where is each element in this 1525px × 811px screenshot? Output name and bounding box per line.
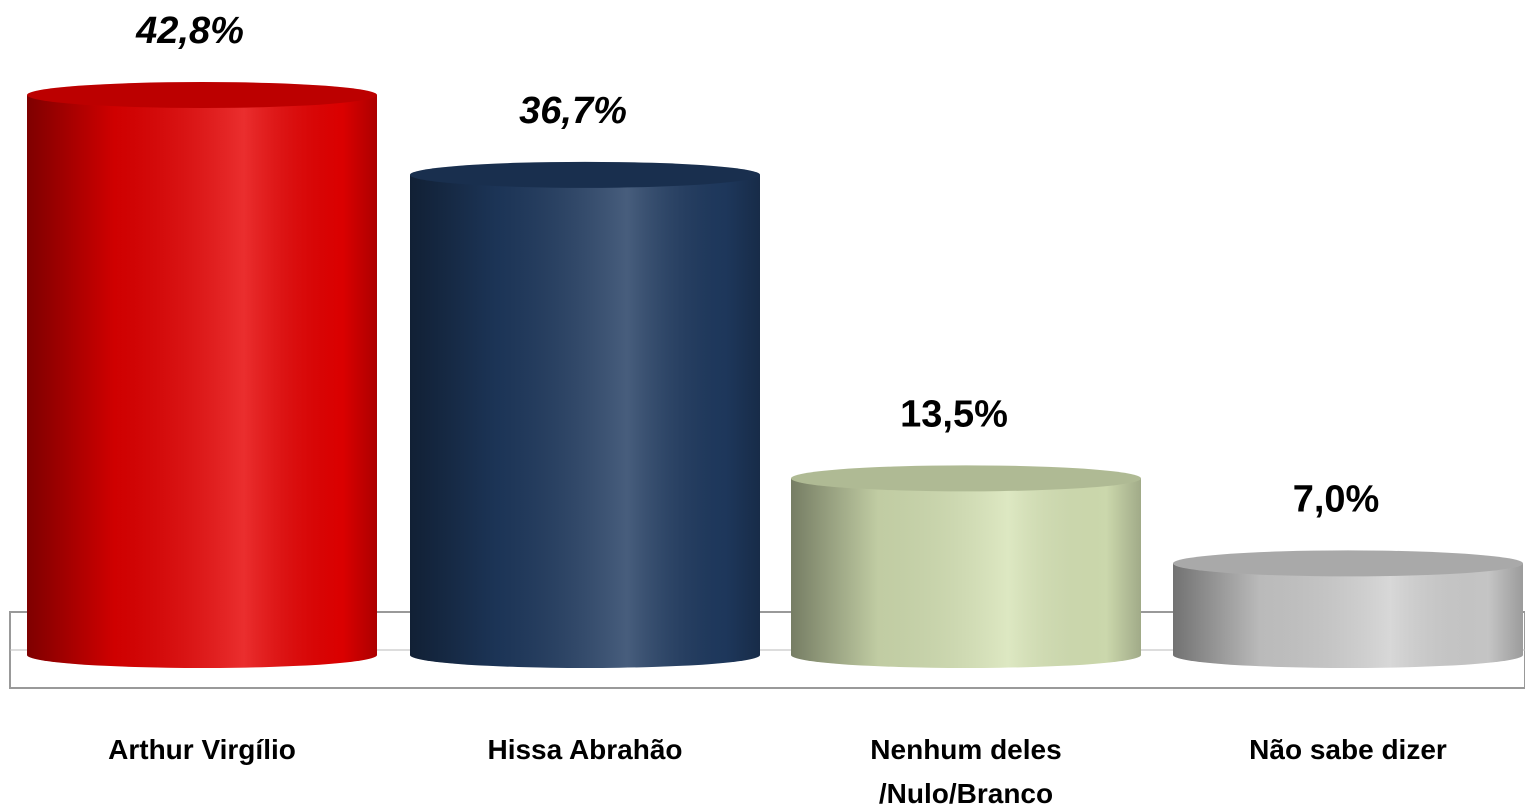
cylinder (1173, 550, 1523, 668)
cylinder-top-shade (791, 465, 1141, 492)
value-label: 42,8% (135, 10, 244, 52)
cylinder-shade (1173, 563, 1523, 655)
x-tick-label: Não sabe dizer (1249, 734, 1447, 765)
cylinder-top-shade (410, 161, 760, 188)
value-label: 36,7% (519, 90, 627, 132)
cylinder (791, 465, 1141, 668)
cylinder-top-shade (1173, 550, 1523, 577)
x-tick-label: Hissa Abrahão (487, 734, 683, 765)
cylinder-shade (410, 174, 760, 655)
cylinder-shade (791, 478, 1141, 655)
cylinder-top (27, 82, 377, 108)
cylinder (410, 161, 760, 668)
cylinder-shade (27, 95, 377, 655)
cylinder (27, 82, 377, 668)
cylinder-top (1173, 550, 1523, 577)
cylinder-top (410, 161, 760, 188)
value-label: 7,0% (1293, 478, 1380, 520)
cylinder-top-shade (27, 82, 377, 108)
x-tick-label: Nenhum deles /Nulo/Branco (870, 734, 1062, 809)
cylinder-top (791, 465, 1141, 492)
value-label: 13,5% (900, 393, 1008, 435)
x-tick-label: Arthur Virgílio (108, 734, 296, 765)
